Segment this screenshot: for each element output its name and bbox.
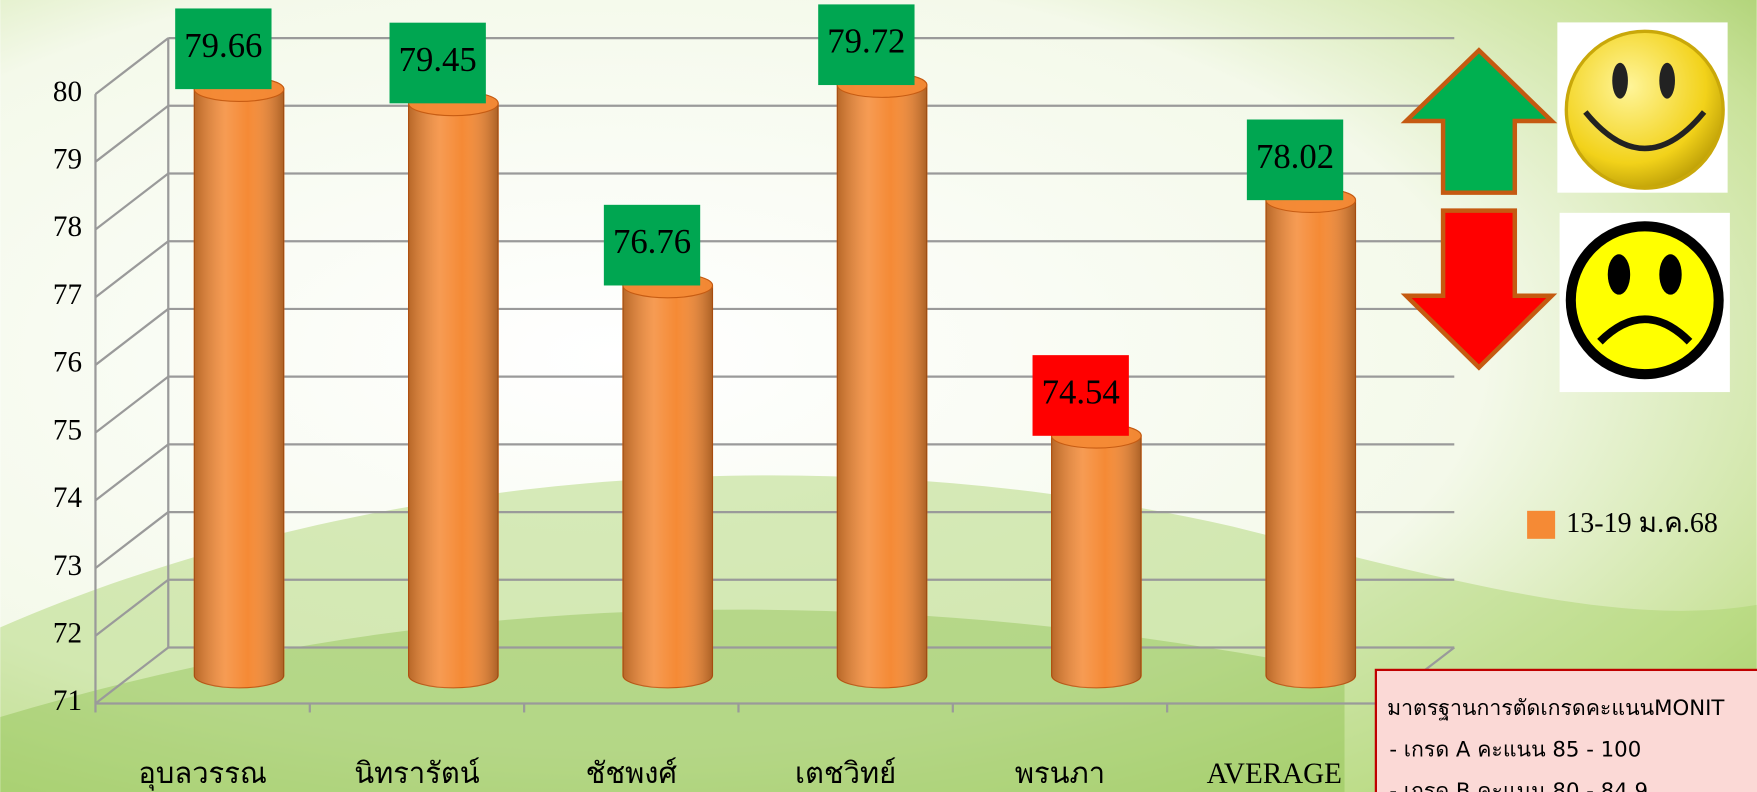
legend-swatch <box>1527 510 1556 539</box>
grid-line-side <box>94 443 169 502</box>
grid-line-side <box>94 172 169 231</box>
x-tick-label: พรนภา <box>1015 758 1105 790</box>
x-tick-label: นิทรารัตน์ <box>354 757 480 790</box>
y-tick-label: 71 <box>53 685 82 717</box>
legend-label: 13-19 ม.ค.68 <box>1566 508 1718 539</box>
grid-line-side <box>94 37 169 95</box>
grid-line-side <box>94 646 169 705</box>
standard-title: มาตรฐานการตัดเกรดคะแนนMONIT <box>1387 696 1725 721</box>
y-tick-label: 74 <box>53 482 83 514</box>
x-tick-label: ชัชพงศ์ <box>586 757 678 790</box>
value-label: 74.54 <box>1042 372 1120 411</box>
grid-line-side <box>94 308 169 366</box>
happy-eye <box>1659 62 1675 99</box>
value-label-box <box>389 22 486 104</box>
happy-eye <box>1612 62 1628 99</box>
y-tick-label: 77 <box>53 279 82 311</box>
grid-line-side <box>94 511 169 569</box>
standard-line: - เกรด B คะแนน 80 - 84.9 <box>1389 779 1648 792</box>
standard-line: - เกรด A คะแนน 85 - 100 <box>1389 738 1641 763</box>
x-tick-label: AVERAGE <box>1207 758 1342 790</box>
value-label-box <box>603 204 701 286</box>
bar-shade <box>622 273 713 688</box>
standard-box <box>1374 668 1757 792</box>
y-tick-label: 73 <box>53 550 82 582</box>
sad-face <box>1565 221 1724 380</box>
value-label-box <box>1032 355 1129 436</box>
x-tick-label: อุบลวรรณ <box>138 758 266 791</box>
happy-face <box>1564 29 1725 190</box>
value-label-box <box>1246 119 1344 201</box>
y-tick-label: 79 <box>53 143 82 175</box>
value-label: 78.02 <box>1256 137 1334 176</box>
background-swirl <box>0 609 1345 792</box>
grid-line-side <box>94 578 169 637</box>
y-tick-label: 76 <box>53 347 82 379</box>
down-arrow <box>1400 208 1558 371</box>
grid-line-side <box>94 240 169 299</box>
y-tick-label: 72 <box>53 617 82 649</box>
value-label: 79.66 <box>184 26 262 65</box>
plot-area: 71 72 73 74 75 76 77 78 79 80 อุบลวรรณ นิทรารัตน์ ชั… <box>53 4 1718 791</box>
y-tick-label: 80 <box>53 76 82 108</box>
sad-eye <box>1607 254 1631 295</box>
value-label: 79.72 <box>827 22 905 61</box>
sad-eye <box>1659 254 1682 295</box>
grid-line-side <box>94 104 169 163</box>
bar-shade <box>194 76 284 688</box>
y-tick-label: 75 <box>53 414 82 446</box>
bar-shade <box>1265 187 1356 688</box>
value-label-box <box>175 8 272 90</box>
grid-line-side <box>94 375 169 434</box>
value-label-box <box>818 4 915 86</box>
up-arrow <box>1400 47 1558 195</box>
bar-shade <box>837 72 927 688</box>
x-tick-label: เตชวิทย์ <box>795 757 896 790</box>
happy-mouth <box>1583 110 1707 152</box>
bar-shade <box>408 91 499 688</box>
bar-shade <box>1051 423 1142 688</box>
value-label: 79.45 <box>399 40 477 79</box>
value-label: 76.76 <box>613 222 691 261</box>
sad-mouth <box>1597 315 1693 345</box>
y-tick-label: 78 <box>53 211 82 243</box>
